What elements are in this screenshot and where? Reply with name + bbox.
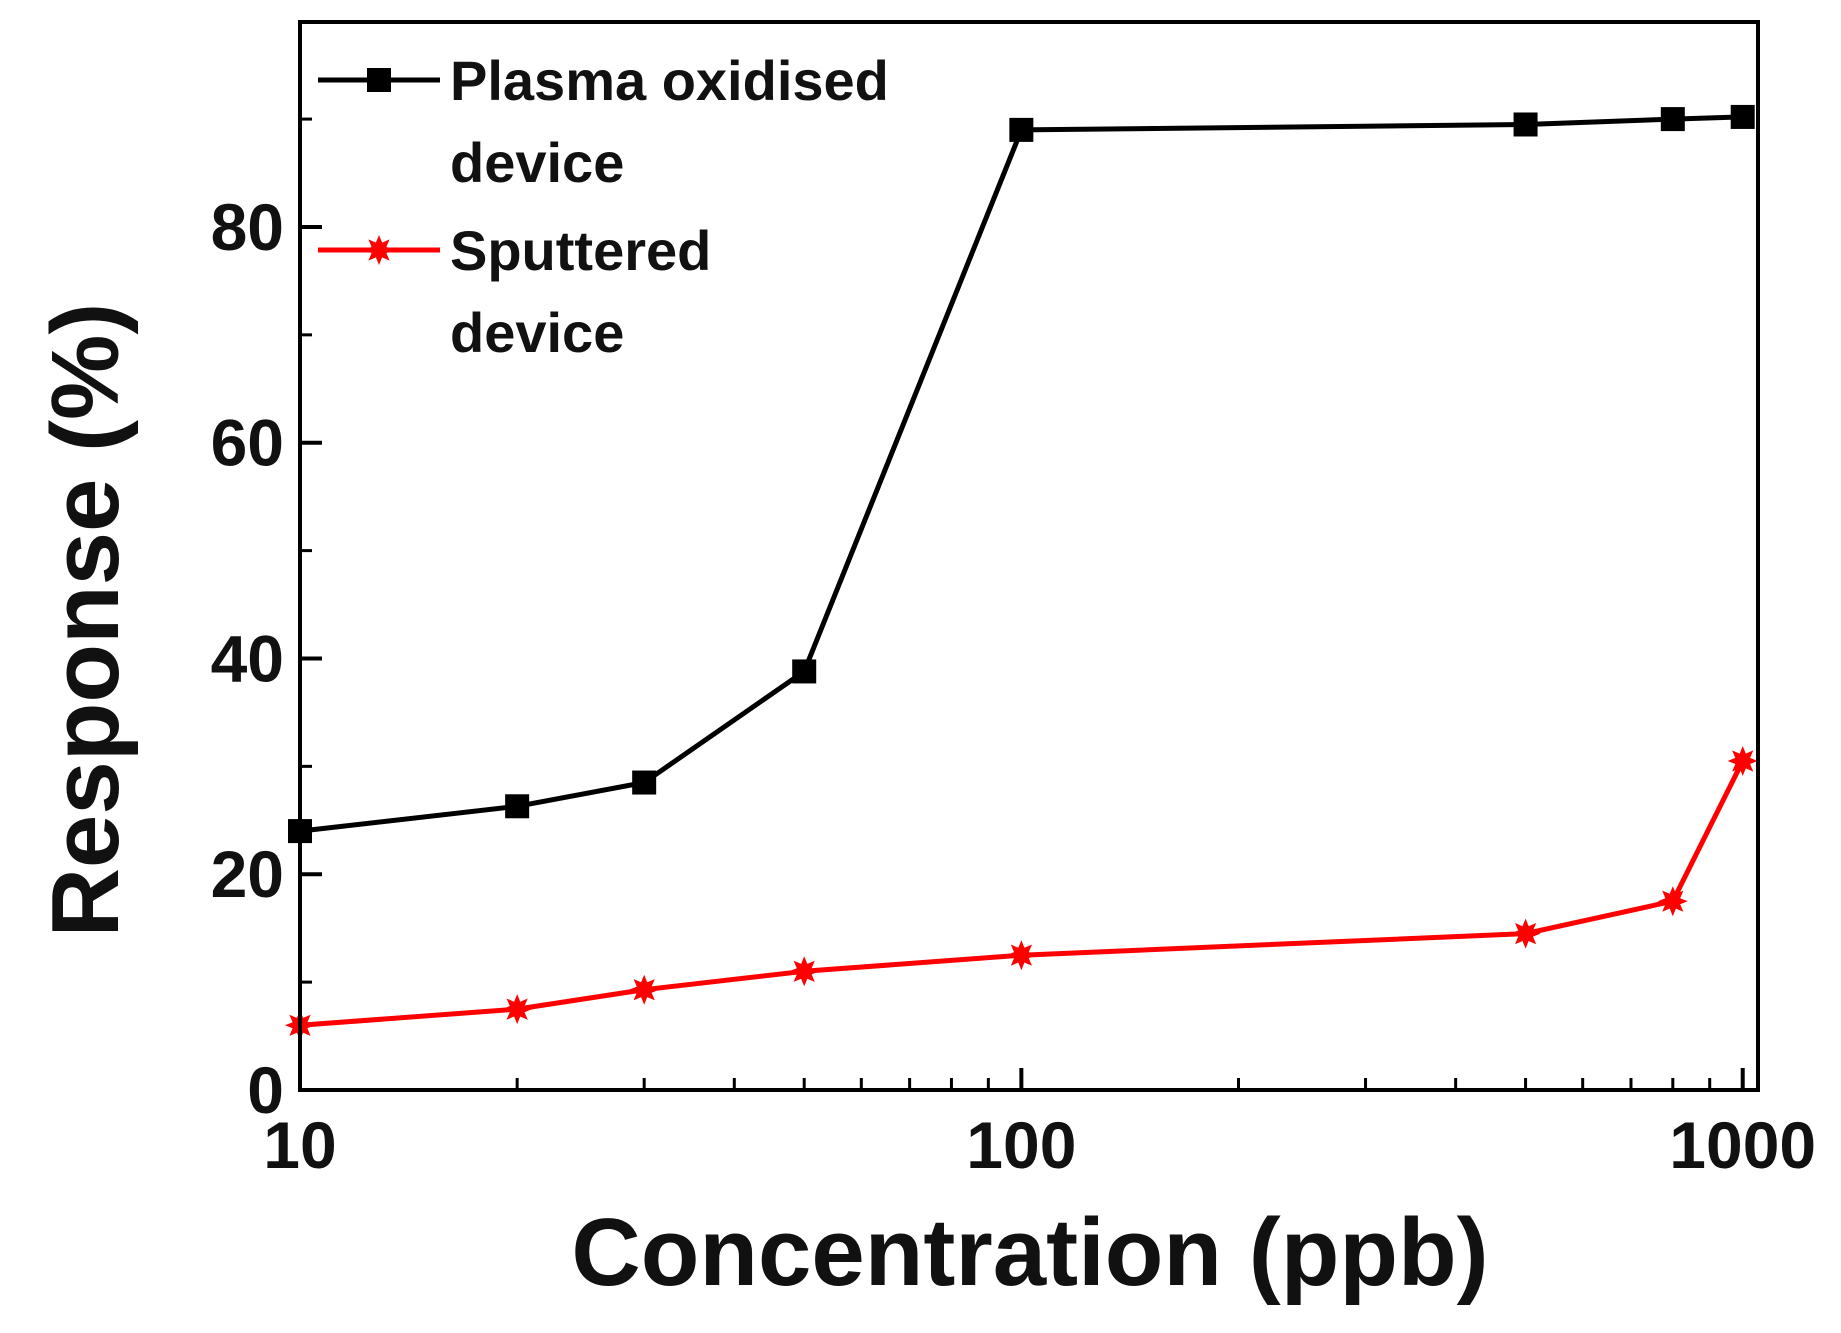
data-point (1657, 886, 1688, 917)
x-axis-title: Concentration (ppb) (571, 1199, 1488, 1306)
y-tick-label: 40 (211, 621, 284, 695)
data-point (792, 659, 817, 684)
legend-entry: Sputtered device (318, 219, 711, 364)
y-axis-title: Response (%) (32, 303, 139, 938)
data-point (629, 974, 660, 1005)
legend: Plasma oxidised device Sputtered device (318, 49, 889, 364)
series-plasma-oxidised (288, 104, 1755, 844)
plot-frame (298, 20, 1760, 1092)
legend-swatch-marker (367, 68, 391, 92)
legend-label: Plasma oxidised (450, 49, 889, 112)
series-sputtered (285, 746, 1758, 1041)
y-tick-label: 60 (211, 406, 284, 480)
data-point (1513, 112, 1538, 137)
series-line (299, 114, 1743, 834)
series-layer (285, 104, 1758, 1041)
y-tick-label: 80 (211, 190, 284, 264)
y-tick-label: 20 (211, 837, 284, 911)
legend-entry: Plasma oxidised device (318, 49, 889, 194)
y-tick-label: 0 (247, 1053, 284, 1127)
data-point (1727, 746, 1758, 776)
x-tick-label: 1000 (1669, 1108, 1816, 1182)
legend-label: Sputtered (450, 219, 711, 282)
tick-labels: 10 100 1000 0 20 40 60 80 (211, 190, 1817, 1182)
data-point (632, 770, 657, 795)
data-point (1006, 940, 1037, 971)
x-tick-label: 10 (263, 1108, 336, 1182)
legend-swatch-marker (364, 235, 394, 265)
data-point (502, 994, 533, 1025)
series-line (299, 759, 1745, 1028)
legend-label-cont: device (450, 301, 624, 364)
data-point (1730, 104, 1755, 129)
legend-label-cont: device (450, 131, 624, 194)
data-point (789, 956, 820, 987)
data-point (505, 794, 530, 819)
data-point (1510, 918, 1541, 949)
data-point (1009, 117, 1034, 142)
data-point (1660, 107, 1685, 132)
x-tick-label: 100 (966, 1108, 1076, 1182)
